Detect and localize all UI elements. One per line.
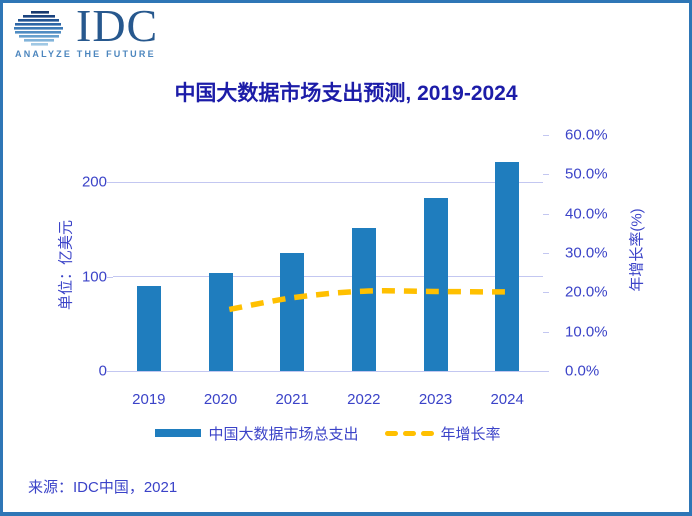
x-axis-tick-label: 2023 — [418, 391, 453, 408]
left-axis-tick-label: 100 — [81, 268, 107, 286]
right-axis-tickmark — [543, 253, 549, 254]
legend: 中国大数据市场总支出 年增长率 — [113, 423, 543, 443]
idc-wordmark: IDC — [76, 0, 159, 51]
bar-2024 — [495, 162, 520, 371]
idc-globe-icon — [14, 11, 63, 46]
bar-2021 — [280, 253, 305, 371]
x-axis-tick-label: 2022 — [347, 391, 381, 408]
x-axis-tick-label: 2020 — [203, 391, 238, 408]
left-axis-tick-label: 0 — [98, 362, 107, 380]
growth-rate-line — [219, 288, 508, 314]
gridline — [113, 370, 543, 372]
right-axis-tick-label: 30.0% — [565, 244, 608, 262]
gridline — [113, 181, 543, 183]
left-axis-tickmark — [107, 276, 113, 278]
left-axis-title: 单位：亿美元 — [57, 219, 75, 311]
right-axis-tick-label: 50.0% — [565, 165, 608, 183]
right-axis-tickmark — [543, 371, 549, 372]
right-axis-tick-label: 40.0% — [565, 205, 608, 223]
source-note: 来源：IDC中国，2021 — [28, 479, 178, 496]
bar-2019 — [136, 286, 161, 371]
x-axis-tick-label: 2024 — [490, 391, 524, 408]
right-axis-tickmark — [543, 292, 549, 294]
idc-logo: IDC ANALYZE THE FUTURE — [14, 3, 204, 59]
plot-area — [113, 135, 543, 372]
right-axis-tickmark — [543, 213, 549, 215]
right-axis-tick-label: 0.0% — [565, 362, 600, 380]
bar-2020 — [208, 272, 233, 371]
right-axis-tick-label: 60.0% — [565, 126, 608, 144]
left-axis-tick-label: 200 — [81, 173, 107, 191]
bar-2022 — [351, 228, 376, 371]
bar-2023 — [423, 198, 448, 371]
right-axis-tick-label: 10.0% — [565, 323, 608, 341]
right-axis-tickmark — [543, 135, 549, 136]
right-axis-tick-label: 20.0% — [565, 283, 608, 301]
idc-tagline: ANALYZE THE FUTURE — [15, 49, 156, 59]
x-axis-tick-label: 2019 — [132, 391, 166, 408]
left-axis-tickmark — [107, 371, 113, 372]
right-axis-tickmark — [543, 174, 549, 176]
legend-dashed-line-swatch-icon — [384, 430, 434, 436]
right-axis-tickmark — [543, 331, 549, 333]
gridline — [113, 276, 543, 278]
left-axis-tickmark — [107, 182, 113, 184]
legend-bar-label: 中国大数据市场总支出 — [208, 425, 359, 443]
legend-bar-swatch-icon — [155, 429, 202, 437]
x-axis-tick-label: 2021 — [275, 391, 309, 408]
legend-line-label: 年增长率 — [440, 425, 501, 443]
chart-title: 中国大数据市场支出预测, 2019-2024 — [174, 82, 518, 105]
